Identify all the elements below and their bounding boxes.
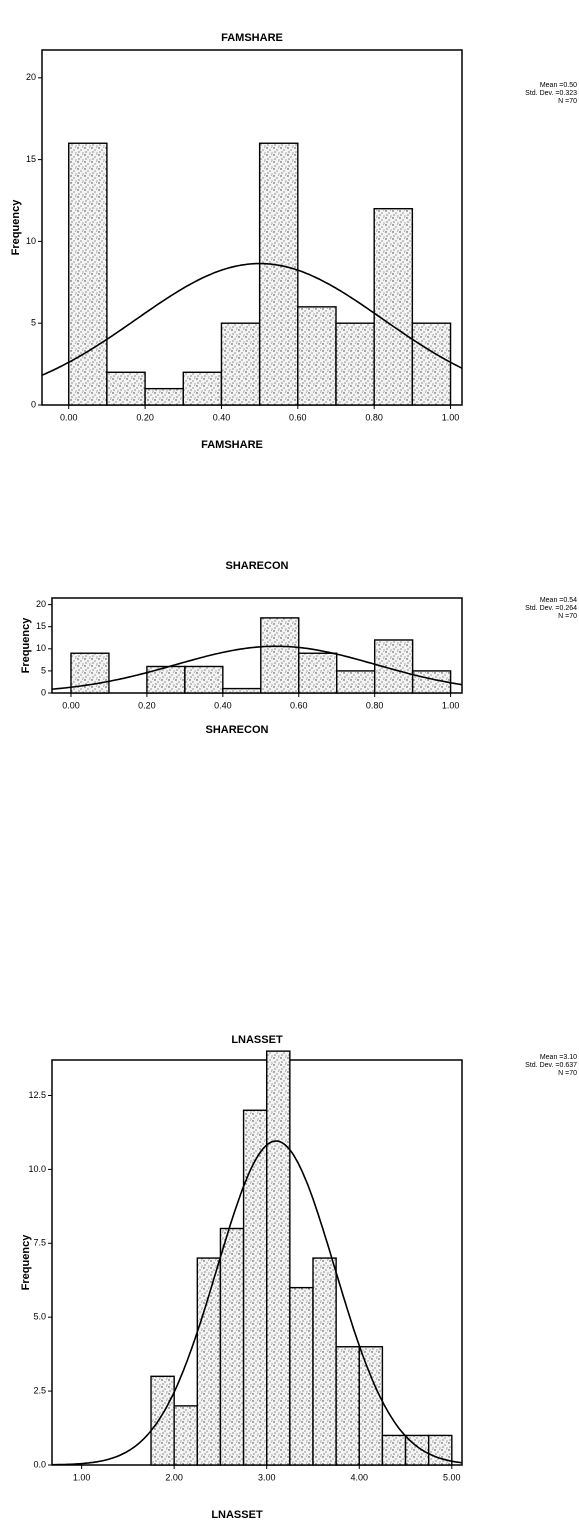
x-tick-label: 0.40	[214, 700, 232, 710]
y-tick-label: 12.5	[28, 1090, 46, 1100]
stat-label: Std. Dev. =0.323	[525, 90, 577, 97]
histogram-bar	[298, 307, 336, 405]
x-tick-label: 4.00	[351, 1472, 369, 1482]
y-tick-label: 5	[41, 665, 46, 675]
y-tick-label: 0.0	[33, 1459, 46, 1469]
histogram-bar	[223, 689, 261, 693]
histogram-bar	[336, 323, 374, 405]
x-tick-label: 2.00	[165, 1472, 183, 1482]
x-axis-label: SHARECON	[206, 724, 269, 736]
page: FAMSHARE051015200.000.200.400.600.801.00…	[0, 0, 579, 1532]
histogram-bar	[244, 1110, 267, 1465]
x-tick-label: 0.40	[213, 412, 231, 422]
x-tick-label: 0.00	[62, 700, 80, 710]
x-tick-label: 0.60	[289, 412, 307, 422]
y-tick-label: 5	[31, 318, 36, 328]
histogram-bar	[261, 618, 299, 693]
y-tick-label: 10	[26, 236, 36, 246]
stat-label: Mean =0.50	[540, 82, 577, 89]
y-tick-label: 2.5	[33, 1385, 46, 1395]
stat-label: N =70	[558, 613, 577, 620]
chart-title: FAMSHARE	[221, 32, 283, 44]
x-tick-label: 0.20	[136, 412, 154, 422]
x-axis-label: LNASSET	[211, 1509, 263, 1521]
y-axis-label: Frequency	[20, 1234, 32, 1291]
histogram-bar	[145, 389, 183, 405]
x-tick-label: 1.00	[442, 700, 460, 710]
x-tick-label: 0.80	[365, 412, 383, 422]
histogram-bar	[197, 1258, 220, 1465]
stat-label: Mean =0.54	[540, 597, 577, 604]
y-tick-label: 10.0	[28, 1164, 46, 1174]
histogram-bar	[260, 143, 298, 405]
histogram-bar	[107, 372, 145, 405]
y-tick-label: 20	[36, 599, 46, 609]
chart-title: SHARECON	[226, 560, 289, 572]
histogram-bar	[412, 323, 450, 405]
x-tick-label: 5.00	[443, 1472, 461, 1482]
histogram-bar	[382, 1435, 405, 1465]
x-tick-label: 1.00	[73, 1472, 91, 1482]
stat-label: N =70	[558, 1070, 577, 1077]
x-tick-label: 0.00	[60, 412, 78, 422]
stat-label: N =70	[558, 98, 577, 105]
histogram-bar	[185, 666, 223, 693]
y-tick-label: 7.5	[33, 1238, 46, 1248]
x-tick-label: 0.60	[290, 700, 308, 710]
x-tick-label: 0.20	[138, 700, 156, 710]
histogram-bar	[299, 653, 337, 693]
histogram-bar	[359, 1347, 382, 1465]
y-tick-label: 20	[26, 72, 36, 82]
y-axis-label: Frequency	[20, 617, 32, 674]
stat-label: Std. Dev. =0.637	[525, 1062, 577, 1069]
histogram-bar	[220, 1229, 243, 1465]
stat-label: Std. Dev. =0.264	[525, 605, 577, 612]
y-tick-label: 0	[31, 399, 36, 409]
y-axis-label: Frequency	[10, 199, 22, 256]
histogram-bar	[151, 1376, 174, 1465]
histogram-bar	[267, 1051, 290, 1465]
x-axis-label: FAMSHARE	[201, 439, 263, 451]
chart-title: LNASSET	[231, 1034, 283, 1046]
histogram-bar	[290, 1288, 313, 1465]
histogram-bar	[174, 1406, 197, 1465]
y-tick-label: 15	[36, 621, 46, 631]
histogram-bar	[221, 323, 259, 405]
histogram-bar	[313, 1258, 336, 1465]
stat-label: Mean =3.10	[540, 1054, 577, 1061]
y-tick-label: 15	[26, 154, 36, 164]
x-tick-label: 0.80	[366, 700, 384, 710]
y-tick-label: 10	[36, 643, 46, 653]
y-tick-label: 5.0	[33, 1312, 46, 1322]
y-tick-label: 0	[41, 687, 46, 697]
histogram-bar	[336, 1347, 359, 1465]
histogram-bar	[69, 143, 107, 405]
histogram-bar	[337, 671, 375, 693]
histogram-bar	[374, 209, 412, 405]
histogram-bar	[183, 372, 221, 405]
x-tick-label: 3.00	[258, 1472, 276, 1482]
x-tick-label: 1.00	[442, 412, 460, 422]
